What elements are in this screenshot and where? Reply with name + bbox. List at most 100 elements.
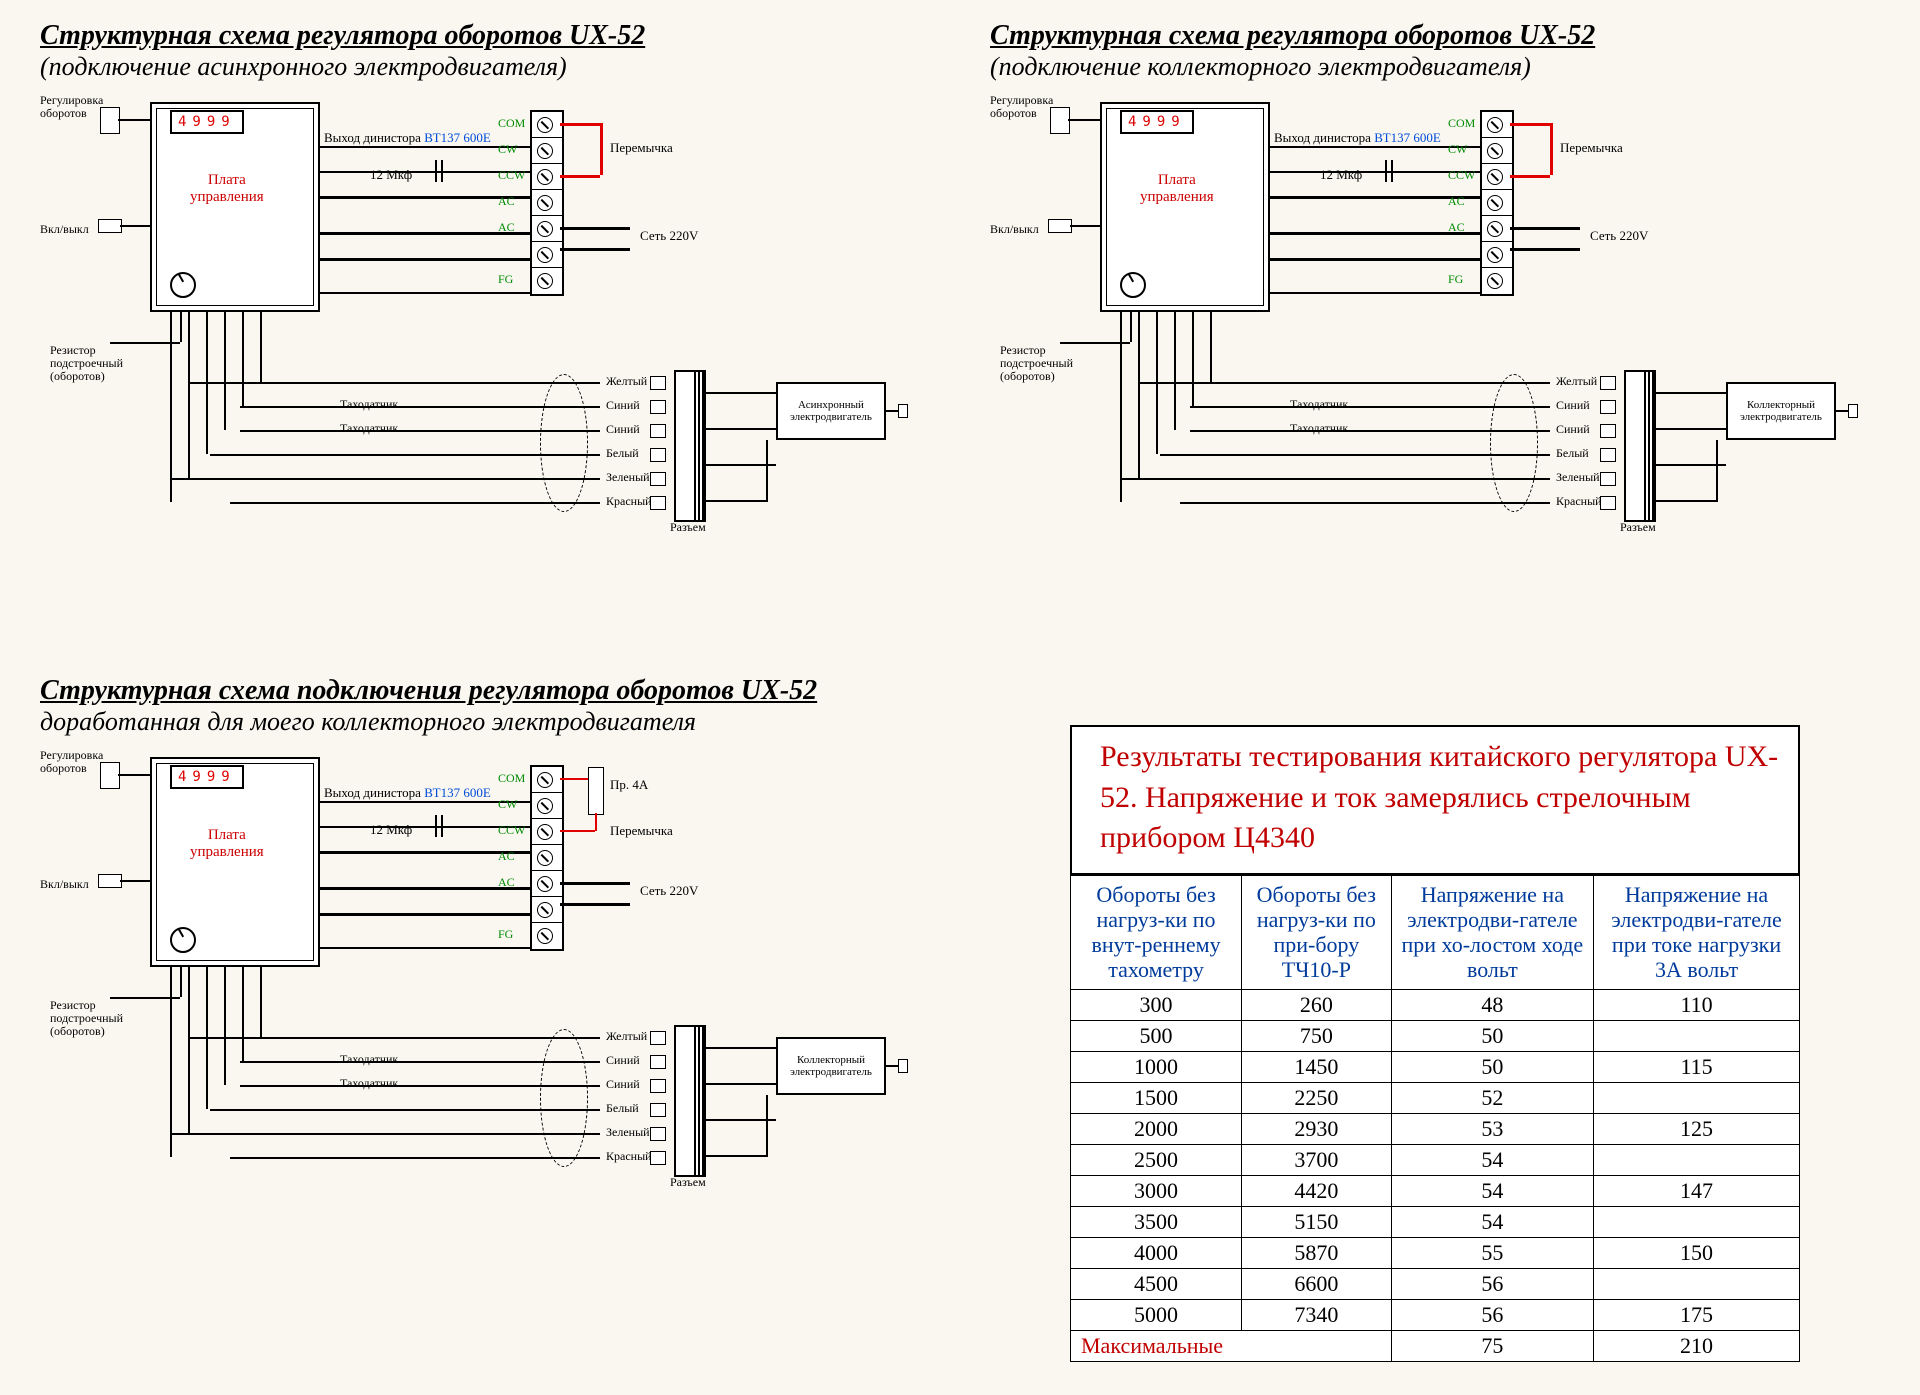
terminal-label: AC <box>498 849 515 864</box>
motor-terminal <box>1848 404 1858 418</box>
terminal-label: FG <box>498 272 513 287</box>
table-cell: 75 <box>1391 1330 1593 1361</box>
table-cell: 175 <box>1594 1299 1800 1330</box>
table-cell: 2500 <box>1071 1144 1242 1175</box>
table-cell: 260 <box>1242 989 1392 1020</box>
terminal-label: CW <box>1448 142 1467 157</box>
wire-color-label: Белый <box>606 446 639 461</box>
display: 4999 <box>170 110 244 134</box>
switch-label: Вкл/выкл <box>40 877 89 892</box>
terminal-label: CW <box>498 797 517 812</box>
connector-pin <box>1600 448 1616 462</box>
tuning-knob <box>170 272 196 298</box>
table-cell: 56 <box>1391 1299 1593 1330</box>
table-cell: 150 <box>1594 1237 1800 1268</box>
motor-box: Коллекторный электродвигатель <box>776 1037 886 1095</box>
wire-color-label: Красный <box>606 1149 652 1164</box>
results-col-header: Напряжение на электродви-гателе при хо-л… <box>1391 875 1593 989</box>
table-cell: 50 <box>1391 1051 1593 1082</box>
resistor-label: Резистор подстроечный (оборотов) <box>1000 344 1073 384</box>
resistor-label: Резистор подстроечный (оборотов) <box>50 344 123 384</box>
fuse <box>588 767 604 815</box>
switch-label: Вкл/выкл <box>990 222 1039 237</box>
pot-icon <box>100 762 120 789</box>
connector-pin <box>650 400 666 414</box>
table-cell <box>1594 1082 1800 1113</box>
wire-color-label: Синий <box>606 398 640 413</box>
terminal-block <box>1480 110 1514 296</box>
table-cell: 56 <box>1391 1268 1593 1299</box>
table-cell: 55 <box>1391 1237 1593 1268</box>
table-cell: 1450 <box>1242 1051 1392 1082</box>
wire-color-label: Красный <box>606 494 652 509</box>
terminal-label: FG <box>1448 272 1463 287</box>
wire-color-label: Синий <box>1556 398 1590 413</box>
terminal-label: FG <box>498 927 513 942</box>
cap-label: 12 Мкф <box>370 822 412 838</box>
reg-label: Регулировка оборотов <box>40 94 103 120</box>
wire-color-label: Зеленый <box>1556 470 1600 485</box>
table-cell: 1000 <box>1071 1051 1242 1082</box>
table-cell: 2250 <box>1242 1082 1392 1113</box>
table-cell: 53 <box>1391 1113 1593 1144</box>
table-cell-max-label: Максимальные <box>1071 1330 1392 1361</box>
cable-bundle <box>540 1029 588 1167</box>
mains-label: Сеть 220V <box>640 883 698 899</box>
table-cell: 4000 <box>1071 1237 1242 1268</box>
table-row: 1000145050115 <box>1071 1051 1800 1082</box>
cap-label: 12 Мкф <box>370 167 412 183</box>
mains-label: Сеть 220V <box>1590 228 1648 244</box>
diagram-1: Структурная схема регулятора оборотов UX… <box>40 20 900 542</box>
table-cell: 3500 <box>1071 1206 1242 1237</box>
terminal-label: CCW <box>498 823 525 838</box>
table-cell: 48 <box>1391 989 1593 1020</box>
table-row: 4500660056 <box>1071 1268 1800 1299</box>
results-col-header: Обороты без нагруз-ки по при-бору ТЧ10-Р <box>1242 875 1392 989</box>
table-cell: 4500 <box>1071 1268 1242 1299</box>
diagram-2: Структурная схема регулятора оборотов UX… <box>990 20 1850 542</box>
wire-color-label: Желтый <box>1556 374 1597 389</box>
connector-label: Разъем <box>670 520 706 535</box>
jumper-label: Перемычка <box>1560 140 1623 156</box>
table-row-max: Максимальные75210 <box>1071 1330 1800 1361</box>
wire-color-label: Желтый <box>606 1029 647 1044</box>
connector-pin <box>1600 376 1616 390</box>
terminal-block <box>530 765 564 951</box>
reg-label: Регулировка оборотов <box>40 749 103 775</box>
table-cell: 5000 <box>1071 1299 1242 1330</box>
table-cell <box>1594 1020 1800 1051</box>
cable-bundle <box>540 374 588 512</box>
terminal-label: AC <box>498 194 515 209</box>
terminal-label: COM <box>498 116 525 131</box>
fuse-label: Пр. 4А <box>610 777 648 793</box>
results-table: Обороты без нагруз-ки по внут-реннему та… <box>1070 875 1800 1362</box>
connector-pin <box>650 1151 666 1165</box>
table-row: 3500515054 <box>1071 1206 1800 1237</box>
terminal-label: CW <box>498 142 517 157</box>
wire-color-label: Синий <box>606 1077 640 1092</box>
tuning-knob <box>170 927 196 953</box>
table-cell: 54 <box>1391 1175 1593 1206</box>
table-cell: 52 <box>1391 1082 1593 1113</box>
switch-icon <box>98 219 122 233</box>
mains-label: Сеть 220V <box>640 228 698 244</box>
wire-color-label: Желтый <box>606 374 647 389</box>
diagram-body: Регулировка оборотовВкл/выкл4999Плата уп… <box>990 82 1830 542</box>
wire-color-label: Красный <box>1556 494 1602 509</box>
table-row: 50075050 <box>1071 1020 1800 1051</box>
switch-icon <box>1048 219 1072 233</box>
diagram-subtitle: (подключение асинхронного электродвигате… <box>40 52 900 82</box>
tacho-label: Таходатчик <box>1290 421 1348 436</box>
table-cell: 2930 <box>1242 1113 1392 1144</box>
tacho-label: Таходатчик <box>340 1076 398 1091</box>
table-cell: 54 <box>1391 1144 1593 1175</box>
connector-label: Разъем <box>670 1175 706 1190</box>
terminal-label: CCW <box>498 168 525 183</box>
dinistor-label: Выход динистора ВТ137 600Е <box>1274 130 1441 146</box>
motor-box: Асинхронный электродвигатель <box>776 382 886 440</box>
connector-pin <box>650 376 666 390</box>
connector-pin <box>650 448 666 462</box>
results-panel: Результаты тестирования китайского регул… <box>1070 725 1800 1362</box>
table-row: 3000442054147 <box>1071 1175 1800 1206</box>
table-cell: 115 <box>1594 1051 1800 1082</box>
